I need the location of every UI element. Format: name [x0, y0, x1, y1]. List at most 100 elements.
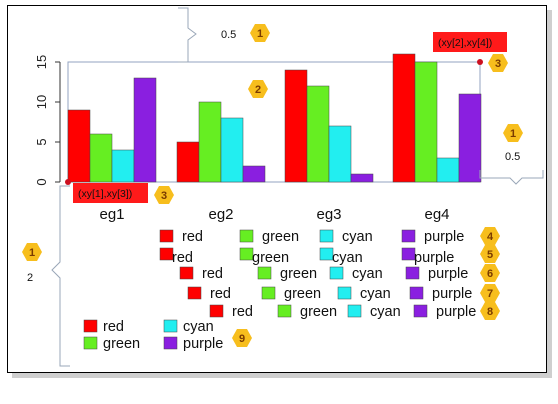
- legend-5-label-purple: purple: [414, 250, 454, 266]
- bar-eg3-cyan: [328, 125, 352, 183]
- legend-5-swatch-red: [159, 247, 174, 261]
- bar-eg1-purple: [133, 77, 157, 183]
- legend-8-swatch-green: [277, 304, 292, 318]
- badge-bars-number: 2: [255, 84, 261, 96]
- legend-6-label-green: green: [280, 266, 317, 282]
- bar-eg2-red: [176, 141, 200, 183]
- badge-legend-5-hexagon: [480, 245, 500, 263]
- y-tick-label: 5: [34, 138, 49, 145]
- screenshot-frame: [7, 5, 547, 373]
- legend-4-label-green: green: [262, 229, 299, 245]
- badge-top-right-hexagon: [488, 54, 508, 72]
- legend-5-label-green: green: [252, 250, 289, 266]
- left-inset-label: 2: [27, 272, 33, 284]
- badge-bars-hexagon: [248, 80, 268, 98]
- badge-bottom-left-number: 3: [161, 190, 167, 202]
- frame-shadow-right: [547, 10, 552, 376]
- category-labels: eg1 eg2 eg3 eg4: [99, 206, 449, 223]
- legend-9-label-green: green: [103, 336, 140, 352]
- badge-legend-9-number: 9: [239, 333, 245, 345]
- legend-5-label-red: red: [172, 250, 193, 266]
- bar-eg4-purple: [458, 93, 482, 183]
- badge-top: 1: [250, 24, 270, 42]
- legend-7-label-green: green: [284, 286, 321, 302]
- badge-legend-5-number: 5: [487, 249, 493, 261]
- legend-8-label-green: green: [300, 304, 337, 320]
- badge-legend-6-number: 6: [487, 268, 493, 280]
- legend-7-swatch-red: [187, 286, 202, 300]
- legend-4-swatch-cyan: [319, 229, 334, 243]
- bar-eg2-cyan: [220, 117, 244, 183]
- badge-right-number: 1: [510, 128, 516, 140]
- legend-9-swatch-red: [83, 319, 98, 333]
- legend-8-swatch-purple: [413, 304, 428, 318]
- legend-6-swatch-red: [179, 266, 194, 280]
- legend-4-label-red: red: [182, 229, 203, 245]
- bar-eg4-cyan: [436, 157, 460, 183]
- legend-8-swatch-red: [209, 304, 224, 318]
- right-inset-bracket: [479, 170, 544, 185]
- legend-6-swatch-purple: [405, 266, 420, 280]
- badge-legend-9-hexagon: [232, 329, 252, 347]
- badge-bottom-left: 3: [154, 186, 174, 204]
- badge-legend-4-hexagon: [480, 227, 500, 245]
- legend-7-label-red: red: [210, 286, 231, 302]
- badge-legend-7-hexagon: [480, 284, 500, 302]
- coord-label-top-right: (xy[2],xy[4]): [438, 37, 492, 49]
- badge-legend-8-number: 8: [487, 306, 493, 318]
- badge-legend-6-hexagon: [480, 264, 500, 282]
- y-tick-label: 0: [34, 178, 49, 185]
- legend-4-label-purple: purple: [424, 229, 464, 245]
- legend-4-swatch-red: [159, 229, 174, 243]
- category-label-eg2: eg2: [208, 206, 233, 223]
- legend-7-swatch-purple: [409, 286, 424, 300]
- legend-8-label-cyan: cyan: [370, 304, 401, 320]
- top-inset-bracket: [178, 7, 197, 63]
- legends-group: red green cyan purple 4 red green cyan purple 5 re…: [83, 227, 500, 352]
- legend-6-label-red: red: [202, 266, 223, 282]
- legend-4-swatch-green: [239, 229, 254, 243]
- corner-point-bottom-left: [65, 179, 71, 185]
- right-inset-label: 0.5: [505, 151, 520, 163]
- legend-9-swatch-purple: [163, 336, 178, 350]
- legend-5-swatch-cyan: [319, 247, 334, 261]
- frame-shadow-bottom: [12, 373, 552, 378]
- legend-6-swatch-green: [257, 266, 272, 280]
- badge-legend-8-hexagon: [480, 302, 500, 320]
- legend-9-label-purple: purple: [183, 336, 223, 352]
- badge-right-hexagon: [503, 124, 523, 142]
- badge-legend-4-number: 4: [487, 231, 494, 243]
- badge-left-hexagon: [22, 243, 42, 261]
- badge-right: 1: [503, 124, 523, 142]
- top-inset-label: 0.5: [221, 29, 236, 41]
- category-label-eg1: eg1: [99, 206, 124, 223]
- legend-6-swatch-cyan: [329, 266, 344, 280]
- legend-4-label-cyan: cyan: [342, 229, 373, 245]
- legend-8-label-red: red: [232, 304, 253, 320]
- left-inset-bracket: [51, 185, 70, 367]
- badge-legend-7-number: 7: [487, 288, 493, 300]
- bar-eg1-cyan: [111, 149, 135, 183]
- y-ticks: 0 5 10 15: [34, 55, 60, 186]
- bar-eg1-red: [67, 109, 91, 183]
- y-tick-label: 15: [34, 55, 49, 69]
- bar-eg2-purple: [242, 165, 266, 183]
- legend-5-swatch-green: [239, 247, 254, 261]
- legend-7-label-purple: purple: [432, 286, 472, 302]
- bar-eg3-red: [284, 69, 308, 183]
- legend-4-swatch-purple: [401, 229, 416, 243]
- bars-group: [67, 53, 482, 183]
- legend-7-swatch-green: [261, 286, 276, 300]
- coord-label-bottom-left: (xy[1],xy[3]): [78, 188, 132, 200]
- legend-9-swatch-green: [83, 336, 98, 350]
- bar-eg4-green: [414, 61, 438, 183]
- legend-8-swatch-cyan: [347, 304, 362, 318]
- badge-top-right: 3: [488, 54, 508, 72]
- legend-5-swatch-purple: [401, 247, 416, 261]
- legend-9-swatch-cyan: [163, 319, 178, 333]
- bar-eg2-green: [198, 101, 222, 183]
- badge-bottom-left-hexagon: [154, 186, 174, 204]
- badge-left-number: 1: [29, 247, 35, 259]
- y-tick-label: 10: [34, 95, 49, 109]
